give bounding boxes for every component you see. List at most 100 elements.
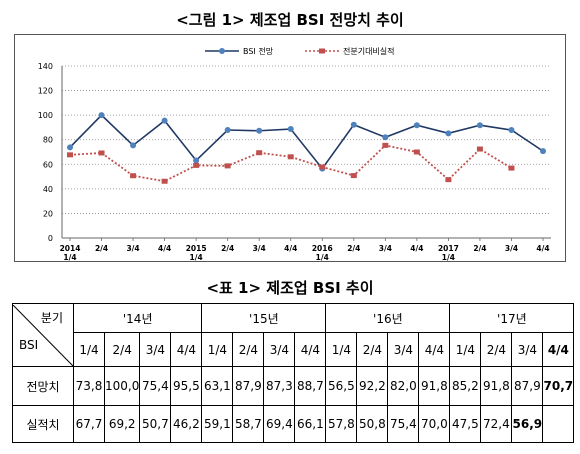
y-tick-label: 140	[38, 62, 53, 71]
value-cell: 88,7	[294, 366, 327, 406]
quarter-cell: 4/4	[294, 332, 327, 367]
value-cell: 75,4	[139, 366, 172, 406]
x-tick-label: 4/4	[284, 244, 297, 253]
year-header: '16년	[325, 303, 451, 333]
value-cell: 50,7	[139, 405, 172, 443]
value-cell: 46,2	[170, 405, 203, 443]
value-cell: 91,8	[418, 366, 451, 406]
value-cell: 69,4	[263, 405, 296, 443]
year-header: '17년	[449, 303, 575, 333]
value-cell: 95,5	[170, 366, 203, 406]
series-point	[413, 149, 420, 155]
value-cell: 50,8	[356, 405, 389, 443]
legend-label: BSI 전망	[243, 46, 274, 56]
bsi-table: 분기 BSI '14년 '15년 '16년 '17년 1/4 2/4 3/4 4/4 1…	[12, 303, 575, 443]
value-cell: 100,0	[103, 366, 141, 406]
year-header: '15년	[201, 303, 327, 333]
legend-marker	[219, 48, 225, 54]
value-cell: 57,8	[325, 405, 358, 443]
series-point	[98, 112, 105, 119]
corner-header-cell: 분기 BSI	[12, 303, 74, 367]
x-tick-label: 4/4	[410, 244, 423, 253]
year-header: '14년	[72, 303, 203, 333]
quarter-cell: 2/4	[480, 332, 513, 367]
series-point	[67, 144, 73, 151]
quarter-cell: 2/4	[356, 332, 389, 367]
x-tick-label: 1/4	[316, 253, 329, 261]
x-tick-label: 3/4	[126, 244, 139, 253]
quarter-cell: 1/4	[73, 332, 105, 367]
x-tick-label: 1/4	[190, 253, 203, 261]
x-tick-label: 2015	[186, 244, 207, 253]
series-point	[161, 178, 168, 184]
y-tick-label: 100	[38, 111, 53, 120]
quarter-cell: 1/4	[201, 332, 234, 367]
x-tick-label: 4/4	[536, 244, 549, 253]
x-tick-label: 2014	[60, 244, 81, 253]
x-tick-label: 2/4	[221, 244, 234, 253]
series-point	[193, 162, 200, 168]
quarter-cell: 3/4	[511, 332, 544, 367]
x-tick-label: 1/4	[63, 253, 76, 261]
x-tick-label: 2/4	[95, 244, 108, 253]
value-cell: 70,0	[418, 405, 451, 443]
x-tick-label: 2017	[438, 244, 459, 253]
quarter-cell: 4/4	[418, 332, 451, 367]
bsi-header: BSI	[19, 337, 39, 352]
y-tick-label: 60	[43, 160, 53, 169]
x-tick-label: 1/4	[442, 253, 455, 261]
series-point	[256, 127, 263, 134]
quarter-cell: 1/4	[449, 332, 482, 367]
value-cell: 66,1	[294, 405, 327, 443]
series-point	[130, 142, 137, 149]
quarter-cell: 1/4	[325, 332, 358, 367]
y-tick-label: 20	[43, 209, 53, 218]
series-point	[508, 127, 515, 134]
x-tick-label: 2016	[312, 244, 333, 253]
line-chart: 0 20 40 60 80 100 120 140 2014 1/4 2/4 3/4 4/4 2015 1/…	[14, 34, 566, 262]
series-point	[224, 163, 231, 169]
quarter-cell: 3/4	[263, 332, 296, 367]
y-tick-label: 120	[38, 87, 53, 96]
diagonal-line	[13, 304, 73, 366]
y-tick-label: 80	[43, 136, 53, 145]
quarter-cell: 2/4	[232, 332, 265, 367]
series-point	[445, 177, 452, 183]
value-cell: 91,8	[480, 366, 513, 406]
series-point	[224, 127, 231, 134]
x-tick-label: 3/4	[253, 244, 266, 253]
series-point	[319, 164, 326, 170]
value-cell: 92,2	[356, 366, 389, 406]
value-cell: 85,2	[449, 366, 482, 406]
value-cell: 73,8	[73, 366, 105, 406]
x-tick-label: 2/4	[473, 244, 486, 253]
quarter-cell: 4/4	[542, 332, 575, 367]
legend-marker	[319, 48, 325, 54]
value-cell: 59,1	[201, 405, 234, 443]
series-line	[69, 114, 544, 170]
value-cell: 56,9	[511, 405, 544, 443]
x-tick-label: 3/4	[505, 244, 518, 253]
value-cell: 82,0	[387, 366, 420, 406]
series-point	[287, 126, 294, 133]
series-point	[350, 121, 357, 128]
value-cell: 47,5	[449, 405, 482, 443]
table-title: <표 1> 제조업 BSI 추이	[206, 279, 374, 297]
series-point	[382, 134, 389, 141]
series-point	[98, 150, 105, 156]
quarter-header: 분기	[40, 310, 63, 325]
series-point	[161, 117, 168, 124]
x-tick-label: 4/4	[158, 244, 171, 253]
value-cell: 87,9	[232, 366, 265, 406]
series-point	[350, 173, 357, 179]
row-label: 실적치	[12, 405, 74, 443]
y-tick-label: 0	[48, 234, 53, 243]
value-cell: 75,4	[387, 405, 420, 443]
value-cell: 63,1	[201, 366, 234, 406]
value-cell: 70,7	[542, 366, 575, 406]
quarter-cell: 4/4	[170, 332, 203, 367]
value-cell: 58,7	[232, 405, 265, 443]
series-point	[382, 142, 389, 148]
value-cell: 87,9	[511, 366, 544, 406]
value-cell: 72,4	[480, 405, 513, 443]
